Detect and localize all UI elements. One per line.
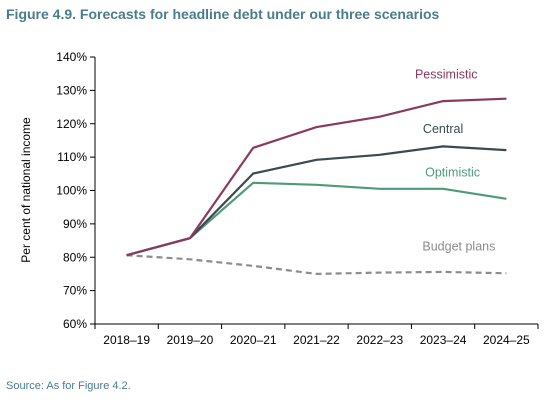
series-line-budget-plans — [126, 254, 507, 275]
axes: 60% 70% 80% 90% 100% 110% 120% 130% 140% 2018–19 2… — [56, 50, 539, 347]
series-label-budget-plans: Budget plans — [422, 240, 495, 254]
series-line-pessimistic — [126, 97, 507, 257]
y-tick-label: 90% — [63, 217, 87, 231]
series-labels: Pessimistic Central Optimistic Budget plans — [415, 68, 495, 254]
y-tick-label: 100% — [56, 184, 87, 198]
y-tick-label: 130% — [56, 83, 87, 97]
y-tick-label: 120% — [56, 117, 87, 131]
y-tick-label: 80% — [63, 250, 87, 264]
figure-title: Figure 4.9. Forecasts for headline debt … — [6, 6, 440, 22]
x-tick-label: 2022–23 — [356, 333, 403, 347]
y-axis-label: Per cent of national income — [19, 117, 33, 263]
x-tick-label: 2023–24 — [420, 333, 467, 347]
source-note: Source: As for Figure 4.2. — [6, 380, 131, 392]
y-tick-label: 60% — [63, 317, 87, 331]
x-tick-label: 2024–25 — [483, 333, 530, 347]
y-tick-label: 110% — [57, 150, 87, 164]
series-label-pessimistic: Pessimistic — [415, 68, 478, 82]
x-tick-label: 2021–22 — [293, 333, 340, 347]
y-tick-label: 70% — [63, 284, 87, 298]
series-lines — [126, 97, 507, 275]
x-tick-label: 2019–20 — [167, 333, 214, 347]
x-tick-label: 2020–21 — [230, 333, 277, 347]
x-tick-label: 2018–19 — [103, 333, 150, 347]
series-label-optimistic: Optimistic — [425, 165, 480, 179]
y-tick-label: 140% — [56, 50, 87, 64]
series-label-central: Central — [423, 122, 463, 136]
